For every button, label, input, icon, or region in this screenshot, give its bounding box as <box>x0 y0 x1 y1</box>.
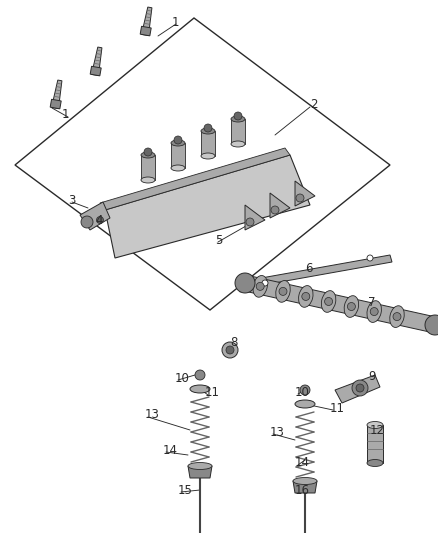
Polygon shape <box>245 205 265 230</box>
Polygon shape <box>52 80 62 109</box>
Polygon shape <box>92 47 102 76</box>
Text: 1: 1 <box>172 15 180 28</box>
Circle shape <box>256 282 264 290</box>
Polygon shape <box>243 275 437 333</box>
Text: 7: 7 <box>368 295 375 309</box>
Text: 14: 14 <box>295 456 310 470</box>
Ellipse shape <box>299 286 313 308</box>
Circle shape <box>325 297 332 305</box>
Polygon shape <box>50 99 61 109</box>
Ellipse shape <box>201 128 215 134</box>
Polygon shape <box>100 148 290 210</box>
Polygon shape <box>201 131 215 156</box>
Ellipse shape <box>321 290 336 312</box>
Text: 6: 6 <box>305 262 312 274</box>
Circle shape <box>300 385 310 395</box>
Circle shape <box>262 280 268 286</box>
Circle shape <box>347 303 355 311</box>
Ellipse shape <box>293 478 317 484</box>
Ellipse shape <box>141 152 155 158</box>
Polygon shape <box>238 280 252 292</box>
Ellipse shape <box>190 385 210 393</box>
Polygon shape <box>140 26 151 36</box>
Circle shape <box>222 342 238 358</box>
Ellipse shape <box>295 400 315 408</box>
Ellipse shape <box>141 177 155 183</box>
Text: 13: 13 <box>145 408 160 422</box>
Polygon shape <box>270 193 290 218</box>
Circle shape <box>204 124 212 132</box>
Ellipse shape <box>253 276 268 297</box>
Circle shape <box>370 308 378 316</box>
Text: 12: 12 <box>370 424 385 437</box>
Polygon shape <box>105 155 310 258</box>
Circle shape <box>195 370 205 380</box>
Ellipse shape <box>367 459 383 466</box>
Circle shape <box>279 287 287 295</box>
Polygon shape <box>141 7 152 36</box>
Text: 4: 4 <box>95 214 102 227</box>
Text: 10: 10 <box>175 372 190 384</box>
Circle shape <box>296 194 304 202</box>
Polygon shape <box>141 155 155 180</box>
Polygon shape <box>335 375 380 403</box>
Text: 15: 15 <box>178 483 193 497</box>
Text: 11: 11 <box>205 386 220 400</box>
Text: 9: 9 <box>368 369 375 383</box>
Text: 10: 10 <box>295 385 310 399</box>
Text: 14: 14 <box>163 443 178 456</box>
Text: 11: 11 <box>330 401 345 415</box>
Circle shape <box>393 312 401 321</box>
Ellipse shape <box>344 296 359 317</box>
Text: 5: 5 <box>215 233 223 246</box>
Circle shape <box>144 148 152 156</box>
Polygon shape <box>90 66 101 76</box>
Text: 3: 3 <box>68 193 75 206</box>
Polygon shape <box>293 481 317 493</box>
Circle shape <box>246 218 254 226</box>
Ellipse shape <box>188 463 212 470</box>
Polygon shape <box>188 466 212 478</box>
Circle shape <box>226 346 234 354</box>
Polygon shape <box>80 202 110 230</box>
Ellipse shape <box>235 273 255 293</box>
Polygon shape <box>231 119 245 144</box>
Circle shape <box>81 216 93 228</box>
Text: 1: 1 <box>62 109 70 122</box>
Ellipse shape <box>367 422 383 429</box>
Ellipse shape <box>231 116 245 122</box>
Ellipse shape <box>171 165 185 171</box>
Circle shape <box>271 206 279 214</box>
Ellipse shape <box>367 301 381 322</box>
Circle shape <box>367 255 373 261</box>
Polygon shape <box>367 425 383 463</box>
Circle shape <box>356 384 364 392</box>
Ellipse shape <box>390 306 404 327</box>
Text: 8: 8 <box>230 335 237 349</box>
Ellipse shape <box>425 315 438 335</box>
Ellipse shape <box>276 280 290 302</box>
Polygon shape <box>295 181 315 206</box>
Circle shape <box>234 112 242 120</box>
Circle shape <box>96 216 103 223</box>
Circle shape <box>174 136 182 144</box>
Circle shape <box>352 380 368 396</box>
Polygon shape <box>171 143 185 168</box>
Circle shape <box>302 293 310 301</box>
Text: 16: 16 <box>295 483 310 497</box>
Ellipse shape <box>231 141 245 147</box>
Ellipse shape <box>171 140 185 146</box>
Ellipse shape <box>201 153 215 159</box>
Text: 2: 2 <box>310 99 318 111</box>
Polygon shape <box>250 255 392 287</box>
Text: 13: 13 <box>270 425 285 439</box>
